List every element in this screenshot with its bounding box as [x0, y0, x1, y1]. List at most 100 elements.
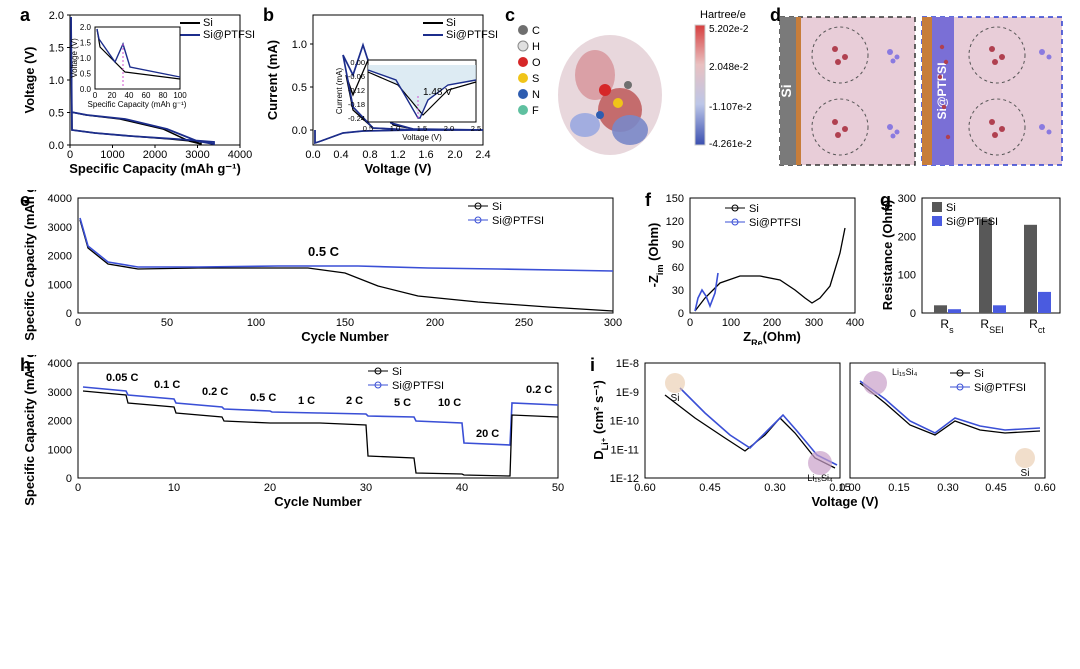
svg-text:Si@PTFSI: Si@PTFSI	[446, 29, 498, 41]
panel-i-chart: 1E-12 1E-11 1E-10 1E-9 1E-8 0.60 0.45 0.…	[590, 355, 1070, 510]
svg-text:80: 80	[159, 91, 168, 100]
svg-text:Si@PTFSI: Si@PTFSI	[203, 29, 255, 41]
svg-text:-0.12: -0.12	[348, 86, 365, 95]
panel-b-chart: 0.0 0.5 1.0 0.0 0.4 0.8 1.2 1.6 2.0 2.4	[263, 5, 498, 180]
panel-g-label: g	[880, 190, 891, 211]
svg-text:2000: 2000	[48, 416, 72, 428]
svg-text:Si: Si	[446, 17, 456, 29]
svg-text:0.5: 0.5	[292, 82, 307, 94]
svg-text:Specific Capacity (mAh g⁻¹): Specific Capacity (mAh g⁻¹)	[22, 190, 37, 341]
svg-text:100: 100	[173, 91, 187, 100]
svg-text:100: 100	[722, 317, 740, 329]
svg-text:Specific Capacity (mAh g⁻¹): Specific Capacity (mAh g⁻¹)	[69, 161, 241, 176]
svg-text:0.0: 0.0	[305, 149, 320, 161]
svg-text:Hartree/e: Hartree/e	[700, 9, 746, 21]
svg-text:Li₁₅Si₄: Li₁₅Si₄	[892, 367, 918, 377]
panel-f: f 0 30 60 90 120 150 0 100 200 300 400	[645, 190, 870, 345]
panel-a: a 0.0 0.5 1.0 1.5 2.0 0 1000 2000	[20, 5, 255, 180]
svg-text:0.15: 0.15	[888, 482, 909, 494]
svg-text:50: 50	[552, 482, 564, 494]
svg-text:Si@PTFSI: Si@PTFSI	[935, 62, 949, 119]
svg-text:1.0: 1.0	[292, 39, 307, 51]
svg-text:0.45: 0.45	[699, 482, 720, 494]
svg-text:3000: 3000	[48, 387, 72, 399]
svg-text:2.048e-2: 2.048e-2	[709, 62, 749, 73]
panel-f-label: f	[645, 190, 651, 211]
svg-text:2000: 2000	[143, 149, 167, 161]
svg-text:150: 150	[336, 317, 354, 329]
svg-text:0.60: 0.60	[1034, 482, 1055, 494]
svg-text:Si@PTFSI: Si@PTFSI	[946, 216, 998, 228]
svg-text:-0.24: -0.24	[348, 114, 365, 123]
svg-text:Rct: Rct	[1029, 317, 1045, 335]
svg-text:Specific Capacity (mAh g⁻¹): Specific Capacity (mAh g⁻¹)	[22, 355, 37, 506]
svg-text:120: 120	[666, 216, 684, 228]
svg-text:0.1 C: 0.1 C	[154, 379, 180, 391]
svg-text:60: 60	[672, 262, 684, 274]
svg-text:Voltage (V): Voltage (V)	[22, 47, 37, 114]
svg-text:0: 0	[75, 317, 81, 329]
panel-h-label: h	[20, 355, 31, 376]
svg-text:0: 0	[66, 473, 72, 485]
svg-text:2.4: 2.4	[475, 149, 490, 161]
panel-d-label: d	[770, 5, 781, 26]
svg-text:30: 30	[672, 285, 684, 297]
svg-text:200: 200	[898, 231, 916, 243]
svg-text:0.5: 0.5	[363, 124, 373, 133]
svg-text:Li₁₅Si₄: Li₁₅Si₄	[807, 473, 833, 483]
svg-text:1E-9: 1E-9	[616, 387, 639, 399]
svg-text:1E-11: 1E-11	[610, 444, 639, 456]
svg-text:150: 150	[666, 193, 684, 205]
svg-text:Resistance (Ohm): Resistance (Ohm)	[880, 200, 895, 311]
svg-text:30: 30	[360, 482, 372, 494]
svg-text:300: 300	[898, 193, 916, 205]
svg-text:200: 200	[426, 317, 444, 329]
svg-text:Voltage (V): Voltage (V)	[70, 38, 79, 78]
svg-text:60: 60	[142, 91, 151, 100]
panel-e-chart: 0 1000 2000 3000 4000 0 50 100 150 200 2…	[20, 190, 630, 345]
svg-text:2000: 2000	[48, 251, 72, 263]
svg-text:5 C: 5 C	[394, 397, 411, 409]
svg-text:100: 100	[247, 317, 265, 329]
svg-text:C: C	[532, 25, 540, 37]
svg-text:F: F	[532, 105, 539, 117]
panel-h-chart: 0 1000 2000 3000 4000 0 10 20 30 40 50	[20, 355, 575, 510]
svg-text:1 C: 1 C	[298, 395, 315, 407]
svg-text:Current (mA): Current (mA)	[265, 40, 280, 120]
svg-text:1.5: 1.5	[49, 43, 64, 55]
svg-text:20 C: 20 C	[476, 428, 499, 440]
svg-text:90: 90	[672, 239, 684, 251]
svg-text:20: 20	[264, 482, 276, 494]
panel-a-chart: 0.0 0.5 1.0 1.5 2.0 0 1000 2000 3000 400…	[20, 5, 255, 180]
svg-text:2.0: 2.0	[49, 10, 64, 22]
svg-text:1000: 1000	[48, 279, 72, 291]
svg-text:40: 40	[456, 482, 468, 494]
svg-text:Voltage (V): Voltage (V)	[402, 133, 442, 142]
panel-h: h 0 1000 2000 3000 4000 0 10 20 30 40 50	[20, 355, 575, 510]
svg-text:Si: Si	[492, 201, 502, 213]
svg-text:0.00: 0.00	[350, 58, 365, 67]
svg-text:RSEI: RSEI	[980, 317, 1003, 335]
svg-text:Si: Si	[392, 366, 402, 378]
panel-b: b 0.0 0.5 1.0 0.0 0.4 0.8 1.2 1.6 2.0 2.…	[263, 5, 498, 180]
svg-text:50: 50	[161, 317, 173, 329]
svg-text:0: 0	[93, 91, 98, 100]
panel-d-schematic: Si Si@PTFSI	[770, 5, 1070, 175]
svg-text:0.4: 0.4	[333, 149, 348, 161]
panel-e: e 0 1000 2000 3000 4000 0 50 100 150 200…	[20, 190, 630, 345]
svg-text:10: 10	[168, 482, 180, 494]
svg-text:300: 300	[805, 317, 823, 329]
svg-text:2.0: 2.0	[444, 124, 454, 133]
panel-e-label: e	[20, 190, 30, 211]
svg-text:20: 20	[108, 91, 117, 100]
svg-text:3000: 3000	[185, 149, 209, 161]
svg-text:H: H	[532, 41, 540, 53]
svg-text:1.5: 1.5	[80, 39, 92, 48]
svg-text:0.05 C: 0.05 C	[106, 372, 138, 384]
svg-text:0: 0	[687, 317, 693, 329]
svg-text:Si@PTFSI: Si@PTFSI	[392, 380, 444, 392]
svg-text:1E-8: 1E-8	[616, 358, 639, 370]
svg-text:400: 400	[846, 317, 864, 329]
svg-text:Si: Si	[778, 84, 794, 97]
svg-text:S: S	[532, 73, 539, 85]
